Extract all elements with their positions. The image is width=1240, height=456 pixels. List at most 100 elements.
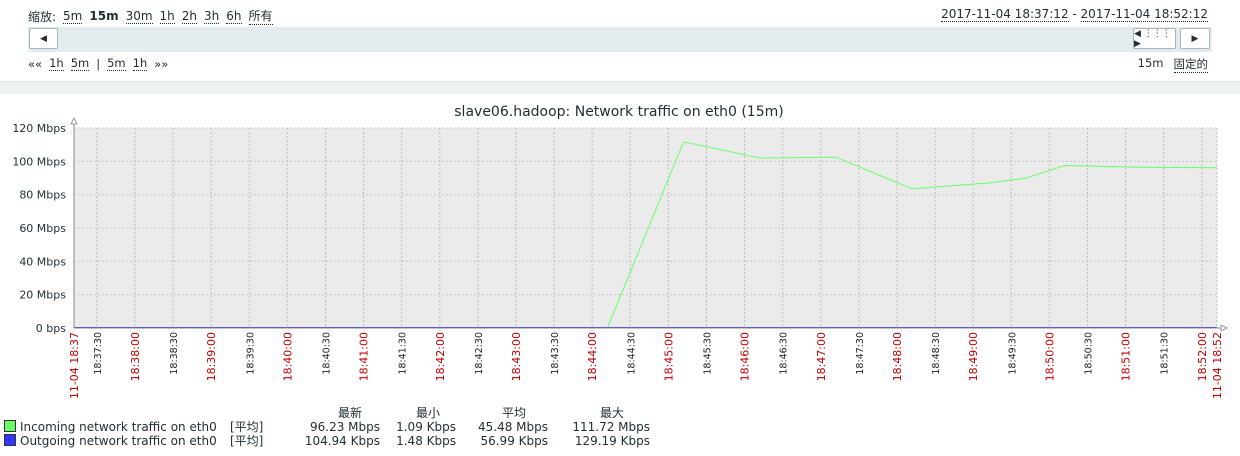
nav-fwd-5m-link[interactable]: 5m bbox=[107, 56, 126, 71]
scroll-handle[interactable]: ◀ ⋮⋮⋮ ▶ bbox=[1133, 28, 1176, 49]
arrow-right-icon: ▶ bbox=[1191, 33, 1199, 44]
y-tick-label: 0 bps bbox=[36, 322, 66, 335]
zoom-bar: 缩放: 5m 15m 30m 1h 2h 3h 6h 所有 bbox=[28, 7, 273, 25]
x-tick-label: 18:46:30 bbox=[779, 332, 790, 375]
x-tick-label: 18:52:00 bbox=[1196, 332, 1209, 381]
y-tick-label: 120 Mbps bbox=[12, 122, 66, 135]
x-tick-label: 18:44:00 bbox=[586, 332, 599, 381]
legend-min: 1.48 Kbps bbox=[396, 434, 456, 448]
y-tick-label: 20 Mbps bbox=[19, 289, 66, 302]
legend-last: 104.94 Kbps bbox=[304, 434, 380, 448]
x-tick-label: 18:42:30 bbox=[474, 332, 485, 375]
x-tick-label: 18:47:30 bbox=[855, 332, 866, 375]
x-tick-label: 18:49:30 bbox=[1007, 332, 1018, 375]
period-info: 15m 固定的 bbox=[1138, 56, 1208, 73]
x-tick-label: 18:48:00 bbox=[891, 332, 904, 381]
zoom-30m-link[interactable]: 30m bbox=[125, 8, 153, 24]
legend-avg: 45.48 Mbps bbox=[477, 420, 548, 434]
zoom-15m-link[interactable]: 15m bbox=[89, 9, 119, 23]
time-separator: - bbox=[1068, 7, 1081, 21]
legend-last: 96.23 Mbps bbox=[309, 420, 380, 434]
legend-max: 129.19 Kbps bbox=[574, 434, 650, 448]
x-tick-label: 18:38:30 bbox=[169, 332, 180, 375]
timeline-scrollbar[interactable]: ◀ ◀ ⋮⋮⋮ ▶ ▶ bbox=[28, 27, 1212, 52]
legend-header-last: 最新 bbox=[337, 406, 362, 420]
x-tick-label: 18:51:00 bbox=[1120, 332, 1133, 381]
zoom-all-link[interactable]: 所有 bbox=[248, 9, 273, 25]
x-tick-label: 18:39:00 bbox=[205, 332, 218, 381]
x-tick-label: 18:48:30 bbox=[931, 332, 942, 375]
time-from[interactable]: 2017-11-04 18:37:12 bbox=[941, 7, 1069, 22]
legend-series-name: Incoming network traffic on eth0 bbox=[20, 420, 217, 434]
zoom-2h-link[interactable]: 2h bbox=[181, 8, 198, 24]
outgoing-swatch bbox=[4, 434, 16, 446]
x-tick-label: 18:44:30 bbox=[626, 332, 637, 375]
x-axis-arrow-icon bbox=[1220, 324, 1229, 332]
legend-max: 111.72 Mbps bbox=[572, 420, 650, 434]
legend-func: [平均] bbox=[230, 434, 264, 448]
y-tick-label: 60 Mbps bbox=[19, 222, 66, 235]
scroll-left-button[interactable]: ◀ bbox=[29, 28, 58, 49]
x-tick-label: 18:38:00 bbox=[129, 332, 142, 381]
legend-min: 1.09 Kbps bbox=[396, 420, 456, 434]
plot-area bbox=[74, 128, 1217, 328]
nav-far-forward-link[interactable]: »» bbox=[154, 56, 169, 71]
x-tick-label: 18:47:00 bbox=[815, 332, 828, 381]
legend-header-row: 最新 最小 平均 最大 bbox=[4, 406, 650, 420]
x-tick-label: 18:51:30 bbox=[1160, 332, 1171, 375]
nav-back-1h-link[interactable]: 1h bbox=[49, 56, 64, 71]
zoom-6h-link[interactable]: 6h bbox=[226, 8, 242, 24]
x-tick-label: 11-04 18:37 bbox=[68, 332, 81, 399]
nav-back-5m-link[interactable]: 5m bbox=[70, 56, 90, 71]
legend-row: Incoming network traffic on eth0 [平均] 96… bbox=[4, 420, 650, 434]
incoming-traffic-line bbox=[606, 141, 1218, 329]
legend-row: Outgoing network traffic on eth0 [平均] 10… bbox=[4, 434, 650, 448]
x-tick-label: 18:50:30 bbox=[1083, 332, 1094, 375]
nav-separator: | bbox=[96, 56, 101, 71]
header-divider bbox=[0, 81, 1240, 94]
handle-grip-icon: ◀ ⋮⋮⋮ ▶ bbox=[1134, 28, 1171, 49]
zoom-1h-link[interactable]: 1h bbox=[159, 8, 175, 24]
x-tick-label: 11-04 18:52 bbox=[1211, 332, 1224, 399]
x-tick-label: 18:42:00 bbox=[434, 332, 447, 381]
y-axis-arrow-icon bbox=[70, 116, 78, 125]
x-tick-label: 18:40:30 bbox=[321, 332, 332, 375]
legend-series-name: Outgoing network traffic on eth0 bbox=[20, 434, 217, 448]
arrow-left-icon: ◀ bbox=[40, 33, 47, 44]
nav-fwd-1h-link[interactable]: 1h bbox=[132, 56, 148, 71]
legend-avg: 56.99 Kbps bbox=[480, 434, 548, 448]
x-tick-label: 18:49:00 bbox=[967, 332, 980, 381]
zoom-label: 缩放: bbox=[28, 9, 57, 24]
zoom-3h-link[interactable]: 3h bbox=[204, 8, 220, 24]
period-navigation: «« 1h 5m | 5m 1h »» bbox=[28, 56, 168, 71]
scroll-right-button[interactable]: ▶ bbox=[1180, 28, 1210, 49]
x-tick-label: 18:46:00 bbox=[739, 332, 752, 381]
x-tick-label: 18:45:30 bbox=[702, 332, 713, 375]
incoming-swatch bbox=[4, 420, 16, 432]
fixed-toggle-link[interactable]: 固定的 bbox=[1173, 57, 1208, 73]
period-label: 15m bbox=[1137, 56, 1164, 70]
x-tick-label: 18:41:00 bbox=[358, 332, 371, 381]
zoom-5m-link[interactable]: 5m bbox=[63, 8, 83, 24]
legend-func: [平均] bbox=[230, 420, 264, 434]
x-tick-label: 18:43:00 bbox=[510, 332, 523, 381]
time-range: 2017-11-04 18:37:12 - 2017-11-04 18:52:1… bbox=[941, 7, 1208, 22]
x-tick-label: 18:39:30 bbox=[245, 332, 256, 375]
legend-header-min: 最小 bbox=[415, 406, 440, 420]
nav-far-back-link[interactable]: «« bbox=[28, 56, 43, 71]
time-to[interactable]: 2017-11-04 18:52:12 bbox=[1080, 7, 1208, 22]
chart-title: slave06.hadoop: Network traffic on eth0 … bbox=[454, 104, 783, 120]
x-tick-label: 18:37:30 bbox=[93, 332, 104, 375]
legend-header-max: 最大 bbox=[599, 406, 624, 420]
x-tick-label: 18:45:00 bbox=[662, 332, 675, 381]
legend-header-avg: 平均 bbox=[501, 406, 526, 420]
x-tick-label: 18:50:00 bbox=[1043, 332, 1056, 381]
y-tick-label: 40 Mbps bbox=[19, 255, 66, 268]
x-tick-label: 18:41:30 bbox=[398, 332, 409, 375]
x-tick-label: 18:40:00 bbox=[281, 332, 294, 381]
x-tick-label: 18:43:30 bbox=[550, 332, 561, 375]
legend: 最新 最小 平均 最大 Incoming network traffic on … bbox=[4, 406, 650, 448]
y-tick-label: 100 Mbps bbox=[12, 155, 66, 168]
y-tick-label: 80 Mbps bbox=[19, 189, 66, 202]
